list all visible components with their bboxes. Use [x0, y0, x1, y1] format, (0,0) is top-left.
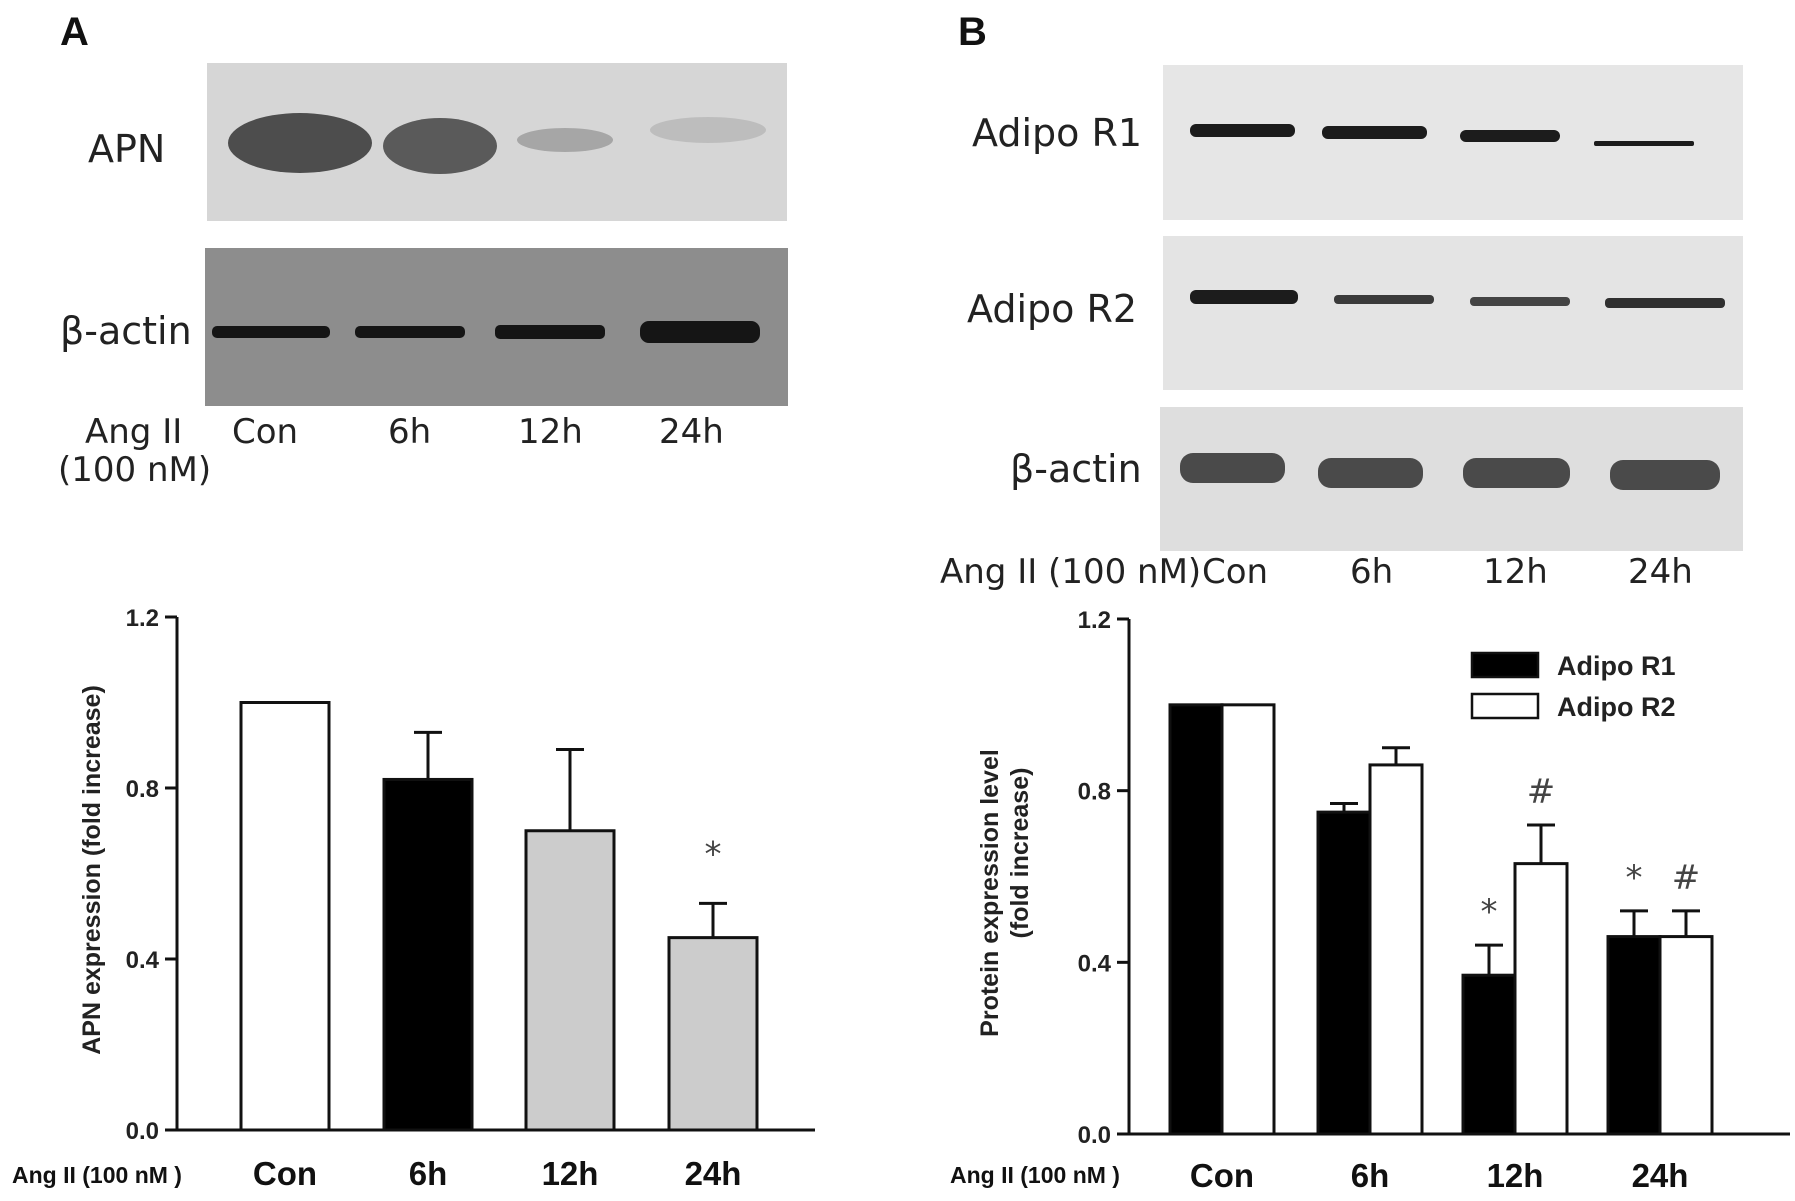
actin-band-b-6h	[1318, 458, 1423, 488]
bar-adipor2	[1220, 703, 1276, 1136]
actin-band-a-12h	[495, 325, 605, 339]
category-label: 24h	[685, 1155, 742, 1192]
adipor1-band-6h	[1322, 126, 1427, 139]
adipor2-blot-label: Adipo R2	[967, 287, 1137, 331]
panel-a-letter: A	[60, 10, 89, 54]
legend-b: Adipo R1 Adipo R2	[1470, 651, 1676, 722]
bars-b: * * # #	[1168, 703, 1714, 1136]
actin-band-a-6h	[355, 326, 465, 338]
adipor2-bands	[1190, 290, 1725, 308]
y-tick-label: 0.8	[1078, 779, 1111, 806]
category-label: 24h	[1632, 1157, 1689, 1194]
y-tick-label: 0.4	[1078, 950, 1112, 977]
category-label: 12h	[542, 1155, 599, 1192]
significance-marker: #	[1527, 772, 1556, 812]
panel-b-letter: B	[958, 10, 987, 54]
adipor2-band-con	[1190, 290, 1298, 304]
y-ticks-a: 0.0 0.4 0.8 1.2	[126, 605, 177, 1145]
legend-swatch-adipor1	[1470, 651, 1540, 679]
y-axis-title-b-line2: (fold increase)	[1006, 768, 1034, 939]
significance-marker: *	[1626, 858, 1643, 898]
significance-marker: *	[1481, 892, 1498, 932]
apn-band-24h	[650, 117, 766, 143]
y-tick-label: 1.2	[1078, 607, 1111, 634]
actin-band-b-12h	[1463, 458, 1570, 488]
category-label: 6h	[1351, 1157, 1390, 1194]
condition-label-a: Ang II (100 nM )	[12, 1162, 182, 1188]
category-labels-b: Con 6h 12h 24h	[1190, 1157, 1689, 1194]
lane-label-a-12h: 12h	[518, 412, 583, 452]
y-axis-title-b-line1: Protein expression level	[976, 749, 1004, 1037]
bar-adipor1	[1168, 703, 1224, 1136]
adipor1-band-con	[1190, 124, 1295, 137]
condition-label-b: Ang II (100 nM )	[950, 1162, 1120, 1188]
chart-a: 0.0 0.4 0.8 1.2 * Con 6h 12h 24h Ang II (100 n…	[12, 605, 815, 1192]
lane-label-b-24h: 24h	[1628, 552, 1693, 592]
actin-bands-a	[212, 321, 760, 343]
bars-a: *	[239, 701, 759, 1132]
bar	[239, 701, 331, 1132]
treatment-label-a-line2: (100 nM)	[58, 450, 211, 490]
apn-blot-label: APN	[88, 127, 165, 171]
category-label: 6h	[409, 1155, 448, 1192]
y-tick-label: 0.4	[126, 947, 160, 974]
apn-band-12h	[517, 128, 613, 152]
bar-adipor1	[1606, 935, 1662, 1136]
bar-adipor1	[1316, 810, 1372, 1136]
category-label: Con	[1190, 1157, 1254, 1194]
category-label: Con	[253, 1155, 317, 1192]
y-ticks-b: 0.0 0.4 0.8 1.2	[1078, 607, 1129, 1149]
legend-label-adipor1: Adipo R1	[1557, 651, 1676, 681]
apn-band-6h	[383, 118, 497, 174]
adipor2-band-6h	[1334, 295, 1434, 304]
actin-band-b-24h	[1610, 460, 1720, 490]
actin-blot-label-b: β-actin	[1010, 447, 1142, 491]
legend-label-adipor2: Adipo R2	[1557, 692, 1676, 722]
apn-band-con	[228, 113, 372, 173]
y-tick-label: 0.0	[126, 1118, 159, 1145]
lane-label-a-6h: 6h	[388, 412, 431, 452]
y-tick-label: 1.2	[126, 605, 159, 632]
lane-label-a-con: Con	[232, 412, 298, 452]
y-tick-label: 0.8	[126, 776, 159, 803]
adipor2-band-24h	[1605, 298, 1725, 308]
lane-label-b-6h: 6h	[1350, 552, 1393, 592]
bar-adipor2	[1513, 862, 1569, 1136]
bar	[382, 777, 474, 1132]
actin-band-b-con	[1180, 453, 1285, 483]
apn-bands	[228, 113, 766, 174]
adipor2-blot-strip	[1163, 236, 1743, 390]
lane-label-a-24h: 24h	[659, 412, 724, 452]
bar	[667, 936, 759, 1132]
chart-b: 0.0 0.4 0.8 1.2 * * # # Con 6h 12h 24h Ang II (10…	[950, 607, 1790, 1194]
significance-marker: *	[705, 834, 722, 874]
treatment-label-b: Ang II (100 nM)	[940, 552, 1201, 592]
category-label: 12h	[1487, 1157, 1544, 1194]
actin-bands-b	[1180, 453, 1720, 490]
category-labels-a: Con 6h 12h 24h	[253, 1155, 742, 1192]
y-tick-label: 0.0	[1078, 1122, 1111, 1149]
adipor1-bands	[1190, 124, 1694, 146]
bar-adipor2	[1658, 935, 1714, 1136]
actin-band-a-24h	[640, 321, 760, 343]
bar	[524, 829, 616, 1132]
adipor1-blot-label: Adipo R1	[972, 111, 1142, 155]
lane-label-b-con: Con	[1202, 552, 1268, 592]
treatment-label-a-line1: Ang II	[85, 412, 182, 452]
lane-label-b-12h: 12h	[1483, 552, 1548, 592]
bar-adipor2	[1368, 763, 1424, 1136]
adipor2-band-12h	[1470, 297, 1570, 306]
y-axis-title-a: APN expression (fold increase)	[78, 685, 106, 1055]
actin-band-a-con	[212, 326, 330, 338]
significance-marker: #	[1672, 858, 1701, 898]
adipor1-band-24h	[1594, 141, 1694, 146]
actin-blot-label-a: β-actin	[60, 309, 192, 353]
legend-swatch-adipor2	[1470, 692, 1540, 720]
bar-adipor1	[1461, 973, 1517, 1136]
adipor1-band-12h	[1460, 130, 1560, 142]
